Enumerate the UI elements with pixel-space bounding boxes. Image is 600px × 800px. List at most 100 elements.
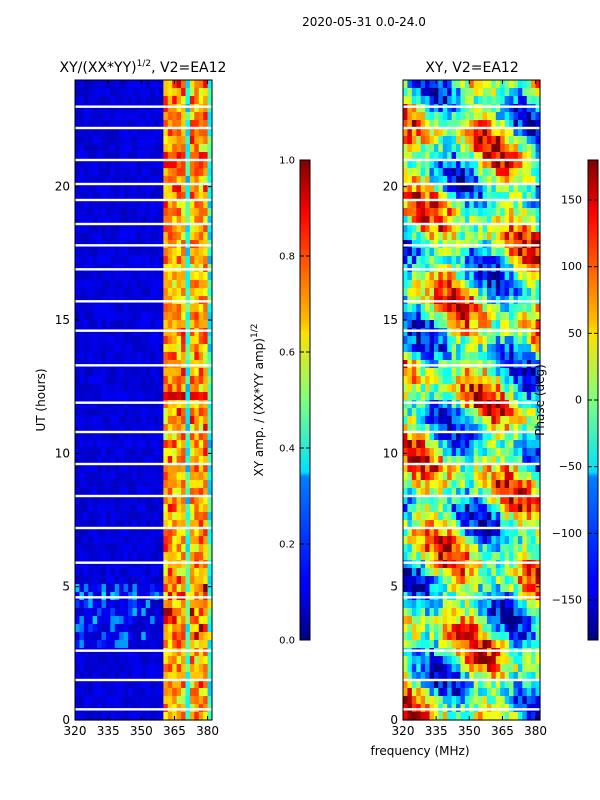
heatmap-cell <box>420 184 426 193</box>
heatmap-cell <box>141 272 147 281</box>
heatmap-cell <box>513 368 519 377</box>
heatmap-cell <box>105 368 111 377</box>
heatmap-cell <box>181 200 187 209</box>
heatmap-cell <box>141 432 147 441</box>
amplitude-title: XY/(XX*YY)1/2, V2=EA12 <box>60 59 227 76</box>
heatmap-cell <box>92 208 98 217</box>
heatmap-cell <box>460 664 466 673</box>
heatmap-cell <box>509 640 515 649</box>
heatmap-cell <box>460 632 466 641</box>
heatmap-cell <box>128 112 134 121</box>
heatmap-cell <box>478 504 484 513</box>
heatmap-cell <box>132 336 138 345</box>
heatmap-cell <box>198 400 204 409</box>
heatmap-cell <box>114 648 120 657</box>
heatmap-cell <box>110 376 116 385</box>
heatmap-cell <box>442 160 448 169</box>
heatmap-cell <box>433 416 439 425</box>
heatmap-cell <box>411 232 417 241</box>
heatmap-cell <box>478 672 484 681</box>
heatmap-cell <box>429 496 435 505</box>
heatmap-cell <box>105 328 111 337</box>
heatmap-cell <box>478 440 484 449</box>
heatmap-cell <box>491 152 497 161</box>
heatmap-cell <box>167 560 173 569</box>
heatmap-cell <box>403 400 409 409</box>
heatmap-cell <box>181 624 187 633</box>
heatmap-cell <box>504 640 510 649</box>
heatmap-cell <box>176 432 182 441</box>
heatmap-cell <box>517 568 523 577</box>
heatmap-cell <box>473 624 479 633</box>
heatmap-cell <box>535 232 541 241</box>
heatmap-cell <box>464 288 470 297</box>
heatmap-cell <box>154 152 160 161</box>
heatmap-cell <box>526 624 532 633</box>
heatmap-cell <box>509 696 515 705</box>
heatmap-cell <box>469 200 475 209</box>
heatmap-cell <box>429 632 435 641</box>
heatmap-cell <box>105 616 111 625</box>
heatmap-cell <box>141 136 147 145</box>
heatmap-cell <box>526 584 532 593</box>
heatmap-cell <box>504 472 510 481</box>
heatmap-cell <box>407 160 413 169</box>
heatmap-cell <box>207 552 213 561</box>
figure-suptitle: 2020-05-31 0.0-24.0 <box>302 15 426 29</box>
heatmap-cell <box>97 464 103 473</box>
heatmap-cell <box>478 176 484 185</box>
heatmap-cell <box>132 488 138 497</box>
heatmap-cell <box>447 416 453 425</box>
heatmap-cell <box>495 560 501 569</box>
heatmap-cell <box>420 440 426 449</box>
heatmap-cell <box>500 144 506 153</box>
heatmap-cell <box>482 608 488 617</box>
heatmap-cell <box>79 152 85 161</box>
heatmap-cell <box>172 696 178 705</box>
heatmap-cell <box>194 144 200 153</box>
heatmap-cell <box>456 432 462 441</box>
heatmap-cell <box>447 496 453 505</box>
heatmap-cell <box>189 496 195 505</box>
heatmap-cell <box>433 352 439 361</box>
heatmap-cell <box>75 88 81 97</box>
heatmap-cell <box>495 608 501 617</box>
heatmap-cell <box>425 336 431 345</box>
heatmap-cell <box>513 656 519 665</box>
heatmap-cell <box>407 616 413 625</box>
heatmap-cell <box>154 80 160 89</box>
heatmap-cell <box>194 400 200 409</box>
heatmap-cell <box>482 104 488 113</box>
heatmap-cell <box>425 376 431 385</box>
heatmap-cell <box>163 560 169 569</box>
heatmap-cell <box>509 280 515 289</box>
heatmap-cell <box>456 648 462 657</box>
heatmap-cell <box>504 512 510 521</box>
heatmap-cell <box>145 568 151 577</box>
heatmap-cell <box>438 160 444 169</box>
heatmap-cell <box>522 432 528 441</box>
heatmap-cell <box>203 560 209 569</box>
heatmap-cell <box>491 688 497 697</box>
heatmap-cell <box>411 280 417 289</box>
heatmap-cell <box>464 632 470 641</box>
heatmap-cell <box>185 640 191 649</box>
heatmap-cell <box>482 528 488 537</box>
heatmap-cell <box>181 280 187 289</box>
heatmap-cell <box>123 584 129 593</box>
heatmap-cell <box>433 384 439 393</box>
heatmap-cell <box>411 376 417 385</box>
heatmap-cell <box>105 584 111 593</box>
heatmap-cell <box>442 448 448 457</box>
heatmap-cell <box>442 624 448 633</box>
heatmap-cell <box>420 520 426 529</box>
heatmap-cell <box>473 448 479 457</box>
heatmap-cell <box>425 416 431 425</box>
heatmap-cell <box>194 520 200 529</box>
heatmap-cell <box>75 368 81 377</box>
heatmap-cell <box>163 312 169 321</box>
heatmap-cell <box>207 608 213 617</box>
heatmap-cell <box>123 672 129 681</box>
heatmap-cell <box>119 480 125 489</box>
heatmap-cell <box>495 288 501 297</box>
